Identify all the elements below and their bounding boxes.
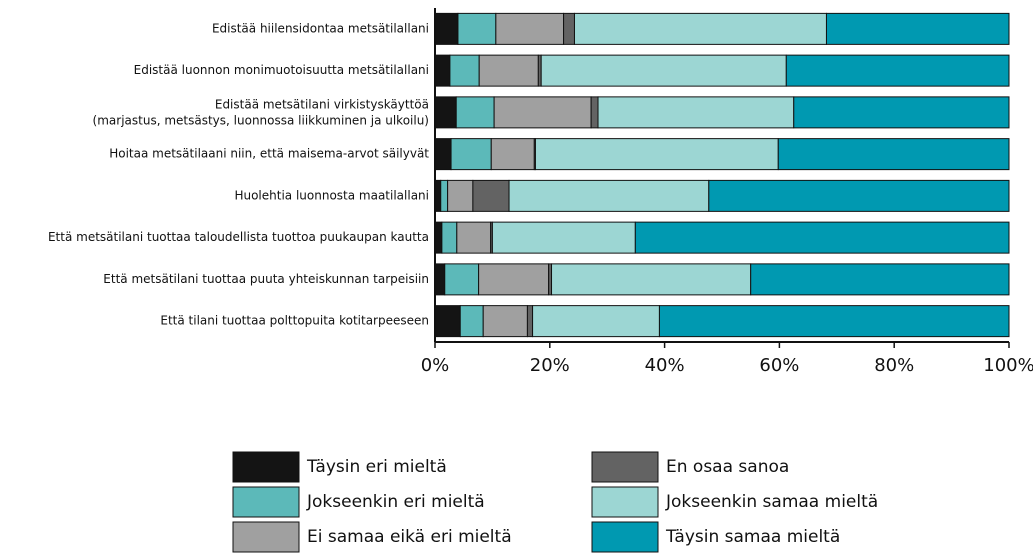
bar-segment: [434, 305, 461, 338]
bar-segment: [482, 305, 528, 338]
category-label: Edistää metsätilani virkistyskäyttöä (mar…: [93, 97, 429, 127]
bar-segment: [563, 12, 575, 45]
bar-segment: [490, 138, 535, 171]
bar-segment: [540, 54, 787, 87]
bar-segment: [455, 96, 495, 129]
x-tick-label: 0%: [421, 355, 450, 376]
bar-segment: [777, 138, 1010, 171]
bar-segment: [434, 54, 451, 87]
bar-segment: [785, 54, 1010, 87]
legend-swatch: [591, 486, 659, 518]
bar-segment: [573, 12, 827, 45]
x-tick-label: 60%: [759, 355, 799, 376]
bar-segment: [434, 138, 452, 171]
category-label: Huolehtia luonnosta maatilallani: [234, 188, 429, 202]
bar-segment: [447, 179, 474, 212]
bar-segment: [472, 179, 510, 212]
bar-segment: [534, 138, 779, 171]
bar-segment: [441, 221, 458, 254]
bar-segment: [750, 263, 1010, 296]
bar-segment: [597, 96, 795, 129]
legend-swatch: [591, 521, 659, 553]
legend-swatch: [591, 451, 659, 483]
bar-segment: [708, 179, 1010, 212]
category-label: Että tilani tuottaa polttopuita kotitarp…: [160, 314, 429, 328]
x-tick-label: 20%: [530, 355, 570, 376]
bar-segment: [478, 263, 550, 296]
category-label: Että metsätilani tuottaa puuta yhteiskun…: [103, 272, 429, 286]
bar-segment: [526, 305, 534, 338]
bar-segment: [450, 138, 492, 171]
bar-segment: [478, 54, 539, 87]
bar-segment: [532, 305, 660, 338]
legend-label: En osaa sanoa: [666, 457, 789, 477]
bar-segment: [493, 96, 592, 129]
legend-label: Jokseenkin eri mieltä: [306, 492, 485, 512]
bar-segment: [825, 12, 1010, 45]
x-tick-label: 80%: [874, 355, 914, 376]
bar-segment: [551, 263, 752, 296]
legend-swatch: [232, 486, 300, 518]
bar-segment: [434, 221, 443, 254]
bar-segment: [658, 305, 1010, 338]
bar-segment: [444, 263, 480, 296]
bar-segment: [508, 179, 710, 212]
legend-label: Täysin eri mieltä: [306, 457, 447, 477]
legend-label: Ei samaa eikä eri mieltä: [307, 527, 512, 547]
x-tick-label: 40%: [645, 355, 685, 376]
category-label: Hoitaa metsätilaani niin, että maisema-a…: [109, 147, 429, 161]
bar-segment: [491, 221, 636, 254]
bar-segment: [634, 221, 1010, 254]
legend-label: Täysin samaa mieltä: [665, 527, 840, 547]
bar-segment: [457, 12, 497, 45]
bar-segment: [434, 12, 459, 45]
category-label: Edistää luonnon monimuotoisuutta metsäti…: [134, 63, 429, 77]
bar-segment: [434, 263, 446, 296]
bar-segment: [459, 305, 484, 338]
bar-segment: [456, 221, 492, 254]
bar-segment: [590, 96, 599, 129]
bar-segment: [793, 96, 1010, 129]
category-label: Edistää hiilensidontaa metsätilallani: [212, 21, 429, 35]
legend-label: Jokseenkin samaa mieltä: [665, 492, 878, 512]
bar-segment: [440, 179, 449, 212]
legend-swatch: [232, 521, 300, 553]
bar-segment: [495, 12, 565, 45]
category-label: Että metsätilani tuottaa taloudellista t…: [48, 230, 429, 244]
bar-segment: [449, 54, 480, 87]
bar-segment: [434, 96, 457, 129]
legend-swatch: [232, 451, 300, 483]
x-tick-label: 100%: [983, 355, 1033, 376]
